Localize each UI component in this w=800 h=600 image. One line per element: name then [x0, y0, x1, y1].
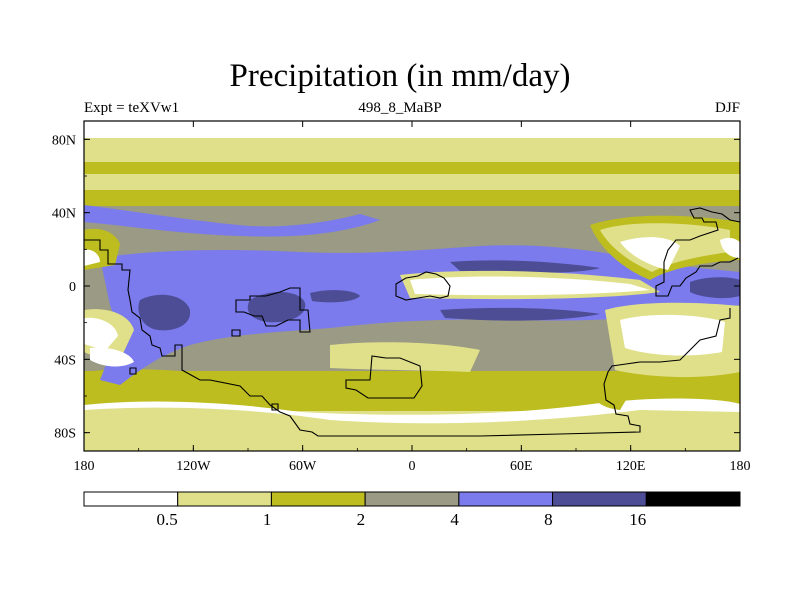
band-north-4: [84, 190, 740, 206]
band-polar-north: [84, 121, 740, 138]
chart-title: Precipitation (in mm/day): [229, 58, 571, 94]
band-north-2: [84, 162, 740, 174]
colorbar-segment: [270, 491, 366, 507]
coastline-tropical-island: [395, 271, 451, 301]
x-tick-label: 120W: [176, 459, 211, 474]
colorbar-segment: [83, 491, 179, 507]
colorbar: 0.5 1 2 4 8 16: [83, 491, 741, 529]
y-tick-label: 40N: [52, 207, 76, 222]
band-north-1: [84, 138, 740, 162]
experiment-label: Expt = teXVw1: [84, 100, 180, 116]
dark-blue-6: [690, 277, 740, 299]
colorbar-label: 2: [357, 510, 366, 529]
colorbar-label: 0.5: [156, 510, 177, 529]
coastline-island-2: [271, 403, 279, 411]
coastline-west-continent: [84, 239, 731, 437]
south-east-white: [620, 314, 725, 356]
season-label: DJF: [714, 100, 740, 116]
west-continent-white: [84, 249, 100, 266]
dark-blue-4: [450, 260, 600, 273]
colorbar-label: 1: [263, 510, 272, 529]
east-continent-white-2: [720, 237, 740, 258]
coastline-island-1: [231, 329, 241, 337]
west-south-white-2: [90, 347, 134, 367]
coastlines: [84, 207, 741, 437]
age-label: 498_8_MaBP: [358, 100, 442, 116]
colorbar-segment: [458, 491, 554, 507]
x-tick-label: 60W: [289, 459, 317, 474]
colorbar-label: 16: [629, 510, 646, 529]
y-tick-label: 0: [69, 280, 76, 295]
dark-blue-3: [310, 290, 360, 303]
y-tick-label: 80N: [52, 133, 76, 148]
coastline-asia: [655, 207, 741, 297]
southern-light-belt: [84, 407, 740, 451]
tropical-white-core: [410, 276, 650, 296]
colorbar-segment: [552, 491, 647, 507]
dark-blue-1: [138, 294, 191, 331]
colorbar-label: 8: [544, 510, 553, 529]
dark-blue-2: [247, 292, 306, 323]
coastline-atlantic-island: [345, 355, 423, 399]
colorbar-segment: [177, 491, 272, 507]
east-continent-white: [620, 237, 680, 270]
map-field: [84, 121, 740, 451]
x-tick-label: 0: [409, 459, 416, 474]
north-pacific-blue: [84, 205, 380, 237]
coastline-central-island: [235, 287, 311, 333]
coastline-island-3: [129, 367, 137, 375]
x-axis: 180 120W 60W 0 60E 120E 180: [74, 121, 751, 474]
x-tick-label: 180: [730, 459, 751, 474]
y-tick-label: 80S: [54, 427, 76, 442]
x-tick-label: 180: [74, 459, 95, 474]
y-tick-label: 40S: [54, 353, 76, 368]
colorbar-segment: [364, 491, 460, 507]
dark-blue-5: [440, 307, 600, 321]
x-tick-label: 120E: [616, 459, 646, 474]
south-east-yellow-patch: [585, 377, 632, 410]
x-tick-label: 60E: [510, 459, 533, 474]
south-pacific-band: [84, 369, 430, 400]
colorbar-label: 4: [450, 510, 459, 529]
y-axis: 80N 40N 0 40S 80S: [52, 133, 740, 442]
west-south-white: [84, 317, 118, 350]
band-north-3: [84, 174, 740, 190]
colorbar-segment: [645, 491, 741, 507]
south-atlantic-light: [330, 342, 480, 372]
